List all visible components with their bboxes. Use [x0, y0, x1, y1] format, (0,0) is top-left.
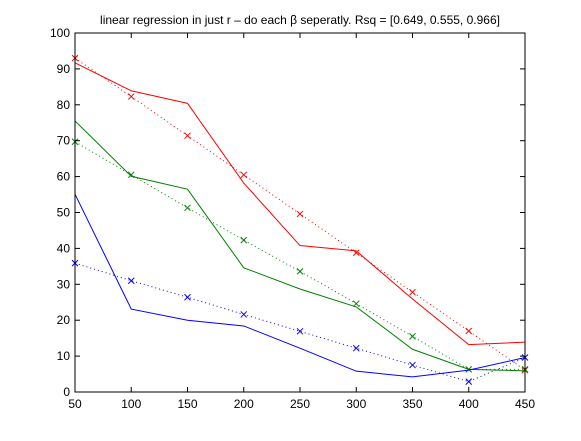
data-point-marker [296, 210, 304, 218]
y-tick-label: 30 [57, 277, 71, 291]
x-tick-label: 50 [68, 397, 82, 411]
series-2 [74, 120, 526, 372]
series-0 [74, 62, 526, 346]
data-point-marker [296, 268, 304, 275]
y-tick-label: 10 [57, 349, 71, 363]
data-point-marker [240, 171, 248, 179]
x-tick-label: 150 [177, 397, 197, 411]
y-tick-label: 60 [57, 170, 71, 184]
series-4 [74, 193, 526, 378]
data-point-marker [352, 344, 360, 352]
data-point-marker [409, 333, 416, 340]
data-point-marker [409, 288, 416, 296]
x-tick-label: 400 [459, 397, 479, 411]
x-tick-label: 250 [290, 397, 310, 411]
data-point-marker [184, 132, 191, 140]
data-point-marker [184, 204, 191, 212]
data-point-marker [240, 311, 248, 318]
data-point-marker [184, 293, 191, 301]
x-tick-label: 450 [515, 397, 535, 411]
data-point-marker [465, 378, 473, 385]
data-point-marker [240, 236, 248, 244]
x-tick-label: 100 [121, 397, 141, 411]
x-tick-label: 200 [234, 397, 254, 411]
y-tick-label: 80 [57, 98, 71, 112]
y-tick-label: 50 [57, 206, 71, 220]
y-tick-label: 0 [63, 385, 70, 399]
y-tick-label: 20 [57, 313, 71, 327]
series-line [74, 57, 526, 371]
data-point-marker [127, 171, 135, 179]
series-line [74, 193, 526, 378]
y-tick-label: 40 [57, 241, 71, 255]
data-point-marker [127, 277, 135, 285]
series-3 [71, 138, 529, 373]
series-line [74, 62, 526, 346]
x-tick-label: 300 [346, 397, 366, 411]
y-tick-label: 90 [57, 62, 71, 76]
ticks-layer: 50 100 150 200 250 300 350 400 450 0 10 20 30 40 50 60 7… [50, 26, 535, 411]
series-1 [71, 54, 529, 374]
x-tick-label: 350 [402, 397, 422, 411]
data-point-marker [409, 361, 416, 369]
data-point-marker [465, 366, 473, 373]
data-point-marker [127, 93, 135, 100]
series-line [74, 262, 526, 383]
data-point-marker [352, 300, 360, 308]
chart-title: linear regression in just r – do each β … [100, 13, 500, 27]
series-layer [71, 54, 529, 385]
data-point-marker [352, 249, 360, 257]
series-line [74, 120, 526, 372]
data-point-marker [465, 327, 473, 335]
plot-area-frame [74, 32, 526, 393]
y-tick-label: 70 [57, 134, 71, 148]
data-point-marker [296, 327, 304, 335]
y-tick-label: 100 [50, 26, 70, 40]
